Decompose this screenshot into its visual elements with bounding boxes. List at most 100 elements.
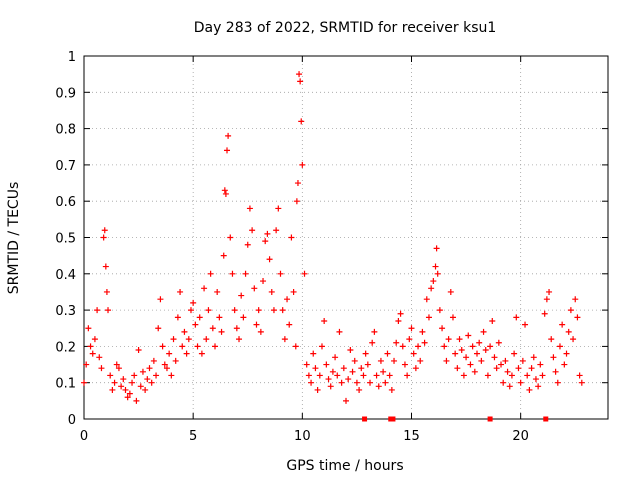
data-point	[415, 343, 422, 350]
data-point	[179, 343, 186, 350]
y-tick-label: 0.8	[55, 123, 76, 138]
data-point	[515, 365, 522, 372]
data-point	[574, 314, 581, 321]
data-point	[449, 314, 456, 321]
data-point	[262, 238, 269, 245]
data-point	[412, 365, 419, 372]
data-point	[224, 147, 231, 154]
data-point	[294, 180, 301, 187]
data-point	[150, 357, 157, 364]
data-point	[546, 288, 553, 295]
data-point	[207, 270, 214, 277]
data-point	[216, 314, 223, 321]
data-point	[174, 314, 181, 321]
data-point	[87, 343, 94, 350]
data-point	[347, 347, 354, 354]
data-point	[511, 350, 518, 357]
data-point	[443, 357, 450, 364]
data-point	[227, 234, 234, 241]
data-point	[240, 314, 247, 321]
data-point	[181, 328, 188, 335]
data-point	[293, 198, 300, 205]
data-point	[264, 230, 271, 237]
data-point	[148, 379, 155, 386]
data-point	[273, 227, 280, 234]
data-point	[159, 343, 166, 350]
x-axis-markers	[362, 416, 549, 422]
data-point	[266, 256, 273, 263]
data-point	[314, 386, 321, 393]
data-point	[131, 372, 138, 379]
y-tick-label: 0.5	[55, 232, 76, 247]
data-point	[563, 350, 570, 357]
data-point	[229, 270, 236, 277]
data-point	[286, 321, 293, 328]
data-point	[238, 292, 245, 299]
data-point	[303, 361, 310, 368]
data-point	[168, 372, 175, 379]
data-point	[410, 350, 417, 357]
data-point	[161, 361, 168, 368]
data-point	[284, 296, 291, 303]
x-axis-marker	[543, 416, 549, 422]
data-point	[323, 361, 330, 368]
data-point	[83, 361, 90, 368]
data-point	[548, 336, 555, 343]
data-point	[308, 379, 315, 386]
data-point	[201, 285, 208, 292]
y-tick-label: 0.1	[55, 377, 76, 392]
data-point	[576, 372, 583, 379]
data-point	[491, 354, 498, 361]
y-tick-label: 0.7	[55, 159, 76, 174]
data-point	[513, 314, 520, 321]
data-point	[508, 372, 515, 379]
data-point	[268, 288, 275, 295]
data-point	[275, 205, 282, 212]
data-point	[559, 321, 566, 328]
data-point	[371, 328, 378, 335]
data-point	[310, 350, 317, 357]
data-point	[100, 234, 107, 241]
x-tick-label: 0	[80, 429, 88, 444]
data-point	[482, 347, 489, 354]
y-tick-label: 0.3	[55, 304, 76, 319]
data-point	[364, 361, 371, 368]
data-point	[338, 379, 345, 386]
data-point	[327, 383, 334, 390]
data-point	[458, 347, 465, 354]
data-point	[349, 368, 356, 375]
data-point	[578, 379, 585, 386]
chart-title: Day 283 of 2022, SRMTID for receiver ksu…	[194, 20, 497, 36]
data-point	[221, 187, 228, 194]
data-point	[111, 379, 118, 386]
data-point	[129, 379, 136, 386]
data-point	[192, 321, 199, 328]
data-point	[375, 383, 382, 390]
data-point	[535, 383, 542, 390]
data-point	[253, 321, 260, 328]
data-point	[471, 368, 478, 375]
data-point	[101, 227, 108, 234]
data-point	[436, 307, 443, 314]
data-point	[209, 325, 216, 332]
data-point	[203, 336, 210, 343]
data-point	[146, 365, 153, 372]
data-point	[170, 336, 177, 343]
data-point	[421, 339, 428, 346]
data-point	[120, 376, 127, 383]
data-point	[423, 296, 430, 303]
data-point	[467, 361, 474, 368]
data-point	[476, 339, 483, 346]
data-point	[220, 252, 227, 259]
data-point	[447, 288, 454, 295]
data-point	[539, 372, 546, 379]
data-point	[406, 336, 413, 343]
data-point	[500, 379, 507, 386]
data-points	[81, 71, 585, 404]
data-point	[345, 376, 352, 383]
data-point	[336, 328, 343, 335]
data-point	[292, 343, 299, 350]
data-point	[502, 357, 509, 364]
data-point	[98, 365, 105, 372]
